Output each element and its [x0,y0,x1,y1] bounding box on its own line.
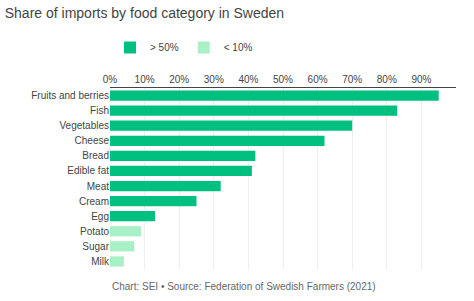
svg-text:70%: 70% [342,74,362,85]
svg-text:60%: 60% [308,74,328,85]
svg-text:30%: 30% [204,74,224,85]
svg-text:Share of imports by food categ: Share of imports by food category in Swe… [5,5,284,21]
svg-text:Fish: Fish [90,105,109,116]
svg-text:10%: 10% [135,74,155,85]
svg-text:Bread: Bread [82,150,109,161]
svg-text:Fruits and berries: Fruits and berries [31,90,109,101]
svg-text:Meat: Meat [87,181,109,192]
svg-text:> 50%: > 50% [150,42,179,53]
svg-text:80%: 80% [377,74,397,85]
svg-text:50%: 50% [273,74,293,85]
svg-text:Edible fat: Edible fat [67,165,109,176]
svg-text:Cream: Cream [79,196,109,207]
svg-text:0%: 0% [103,74,118,85]
svg-text:90%: 90% [411,74,431,85]
svg-text:Egg: Egg [91,211,109,222]
svg-text:40%: 40% [238,74,258,85]
svg-text:Chart: SEI • Source: Federatio: Chart: SEI • Source: Federation of Swedi… [112,281,376,292]
svg-text:Cheese: Cheese [75,135,110,146]
svg-text:20%: 20% [169,74,189,85]
svg-text:Vegetables: Vegetables [60,120,110,131]
svg-text:Sugar: Sugar [82,241,109,252]
svg-text:< 10%: < 10% [224,42,253,53]
svg-text:Potato: Potato [80,226,109,237]
svg-text:Milk: Milk [91,256,110,267]
